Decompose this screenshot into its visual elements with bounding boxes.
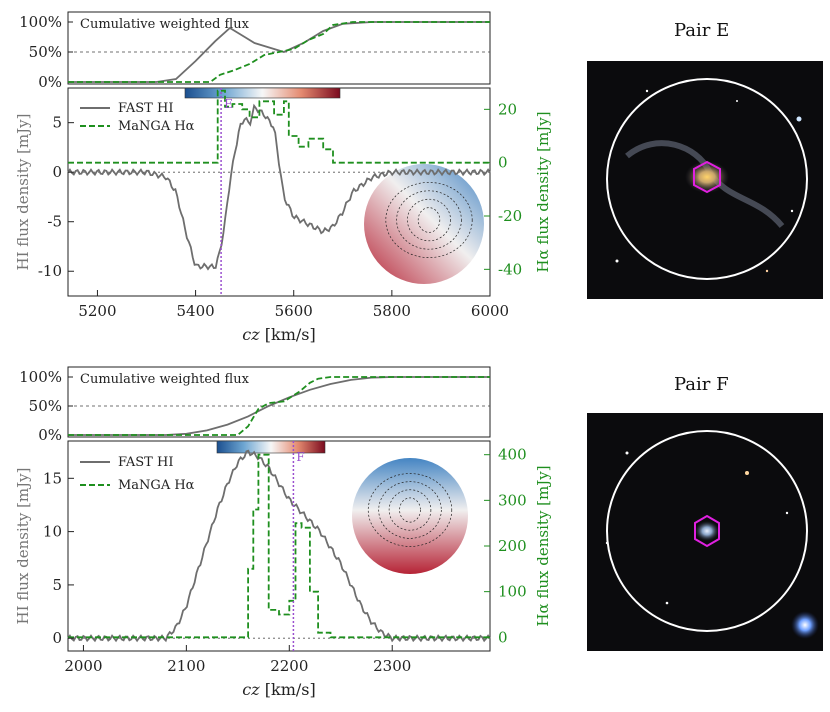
star — [615, 259, 619, 263]
star — [765, 269, 769, 273]
y-left-axis-label: HI flux density [mJy] — [14, 468, 32, 625]
velocity-contour — [407, 198, 451, 242]
velocity-contour — [378, 481, 442, 539]
y-right-tick-label: 20 — [498, 100, 517, 118]
cumulative-ytick-label: 50% — [29, 43, 62, 61]
x-axis-label-variable: cz — [242, 325, 260, 344]
pair-f-sky-svg — [605, 430, 819, 639]
systemic-velocity-label: E — [224, 97, 233, 111]
bright-star — [791, 611, 819, 639]
y-right-tick-label: 100 — [498, 583, 527, 601]
x-axis-label-variable: cz — [242, 680, 260, 699]
star — [790, 209, 794, 213]
cumulative-ytick-label: 100% — [19, 13, 62, 31]
x-tick-label: 2300 — [373, 657, 411, 675]
pair-e-title: Pair E — [674, 20, 730, 41]
velocity-colorbar — [216, 440, 326, 454]
x-tick-label: 5600 — [275, 302, 313, 320]
star — [625, 451, 629, 455]
cumulative-line — [68, 21, 490, 83]
y-right-tick-label: 0 — [498, 154, 508, 172]
y-left-tick-label: 0 — [52, 163, 62, 181]
cumulative-panel-frame — [67, 11, 491, 85]
pair-f-title: Pair F — [674, 374, 729, 395]
velocity-field-map — [364, 164, 484, 284]
pair-e-sky-image — [587, 61, 823, 299]
x-tick-label: 2000 — [64, 657, 102, 675]
cumulative-line — [68, 376, 490, 436]
y-right-axis-label: Hα flux density [mJy] — [534, 465, 552, 626]
velocity-colorbar — [184, 87, 341, 99]
halpha-spectrum-line — [68, 453, 490, 639]
y-right-tick-label: 400 — [498, 446, 527, 464]
pair-e-sky-svg — [606, 78, 808, 280]
star — [796, 116, 802, 122]
star — [605, 541, 609, 545]
x-tick-label: 2100 — [167, 657, 205, 675]
pair-e-aperture-circle — [606, 78, 808, 280]
legend-label-hi: FAST HI — [118, 455, 173, 470]
x-tick-label: 5200 — [78, 302, 116, 320]
systemic-velocity-label: F — [296, 450, 304, 464]
pair-f-sky-image — [587, 413, 823, 651]
star — [645, 89, 649, 93]
cumulative-ytick-label: 100% — [19, 368, 62, 386]
velocity-contour — [388, 489, 432, 531]
star — [665, 601, 669, 605]
x-axis-label-unit: [km/s] — [260, 680, 316, 699]
y-right-tick-label: -40 — [498, 260, 522, 278]
cumulative-panel-title: Cumulative weighted flux — [80, 372, 250, 387]
y-left-axis-label: HI flux density [mJy] — [14, 114, 32, 271]
pair-f-aperture-circle — [606, 430, 808, 632]
velocity-contour — [399, 497, 421, 523]
cumulative-panel-frame — [67, 366, 491, 438]
x-axis-label: cz [km/s] — [242, 325, 315, 344]
star — [736, 100, 738, 102]
y-left-tick-label: 15 — [43, 469, 62, 487]
cumulative-ytick-label: 50% — [29, 397, 62, 415]
x-tick-label: 6000 — [471, 302, 509, 320]
cumulative-line — [68, 21, 490, 83]
y-left-tick-label: 0 — [52, 629, 62, 647]
y-left-tick-label: -5 — [47, 213, 62, 231]
pair-e-galaxy — [685, 161, 729, 193]
pair-f-galaxy — [695, 521, 719, 541]
y-right-tick-label: 200 — [498, 537, 527, 555]
x-tick-label: 2200 — [270, 657, 308, 675]
velocity-contour — [417, 207, 441, 233]
star — [745, 471, 749, 475]
y-right-tick-label: 300 — [498, 491, 527, 509]
y-right-tick-label: 0 — [498, 628, 508, 646]
velocity-contour — [367, 473, 453, 547]
cumulative-ytick-label: 0% — [38, 73, 62, 91]
y-right-tick-label: -20 — [498, 207, 522, 225]
pair-e-hexagon — [693, 160, 721, 194]
y-left-tick-label: 5 — [52, 576, 62, 594]
hi-spectrum-line — [67, 103, 491, 271]
legend-label-halpha: MaNGA Hα — [118, 119, 195, 134]
x-axis-label-unit: [km/s] — [260, 325, 316, 344]
pair-f-hexagon — [694, 514, 720, 548]
velocity-contour — [385, 182, 473, 258]
y-left-tick-label: 5 — [52, 114, 62, 132]
y-left-tick-label: 10 — [43, 523, 62, 541]
x-tick-label: 5400 — [176, 302, 214, 320]
y-left-tick-label: -10 — [38, 262, 62, 280]
x-axis-label: cz [km/s] — [242, 680, 315, 699]
velocity-field-map — [352, 458, 468, 574]
cumulative-panel-title: Cumulative weighted flux — [80, 17, 250, 32]
y-right-axis-label: Hα flux density [mJy] — [534, 111, 552, 272]
star — [785, 511, 789, 515]
cumulative-ytick-label: 0% — [38, 426, 62, 444]
legend-label-halpha: MaNGA Hα — [118, 478, 195, 493]
hi-spectrum-line — [67, 449, 491, 643]
legend-label-hi: FAST HI — [118, 101, 173, 116]
velocity-contour — [396, 190, 462, 250]
x-tick-label: 5800 — [373, 302, 411, 320]
